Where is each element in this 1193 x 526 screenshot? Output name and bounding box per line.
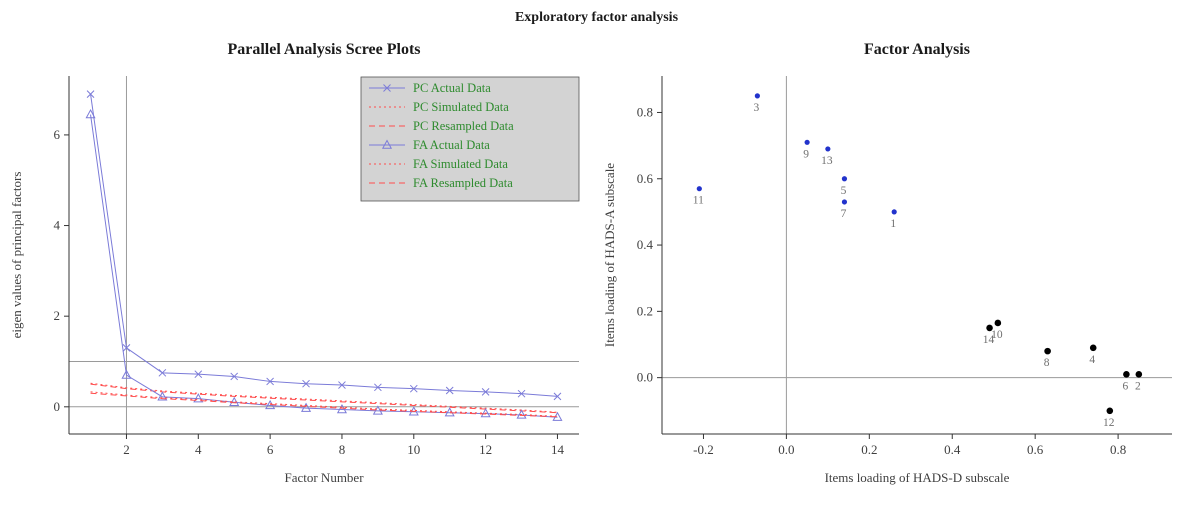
svg-text:0.6: 0.6: [1027, 442, 1044, 457]
svg-text:0.6: 0.6: [637, 171, 654, 186]
svg-text:7: 7: [840, 208, 846, 220]
svg-text:2: 2: [1135, 380, 1141, 392]
svg-text:14: 14: [551, 442, 565, 457]
svg-text:9: 9: [803, 148, 809, 160]
svg-text:4: 4: [195, 442, 202, 457]
svg-text:4: 4: [54, 218, 61, 233]
svg-text:0.2: 0.2: [637, 303, 653, 318]
svg-text:eigen values of principal fact: eigen values of principal factors: [9, 172, 24, 339]
svg-text:2: 2: [54, 308, 61, 323]
svg-text:FA Resampled Data: FA Resampled Data: [413, 176, 513, 190]
svg-text:11: 11: [693, 195, 704, 207]
svg-text:10: 10: [408, 442, 421, 457]
scree-plot-panel: 2 4 6 8 10 12 14 0 2 4 6 Parallel Analysis Scree Pl…: [4, 30, 597, 498]
svg-text:3: 3: [753, 102, 759, 114]
svg-text:6: 6: [54, 127, 61, 142]
svg-text:0.8: 0.8: [637, 104, 653, 119]
svg-text:8: 8: [1043, 357, 1049, 369]
svg-text:0.4: 0.4: [944, 442, 961, 457]
svg-text:6: 6: [1122, 380, 1128, 392]
svg-text:Parallel Analysis Scree Plots: Parallel Analysis Scree Plots: [228, 41, 421, 58]
scree-plot-chart: 2 4 6 8 10 12 14 0 2 4 6 Parallel Analysis Scree Pl…: [9, 41, 580, 485]
svg-text:12: 12: [1103, 417, 1115, 429]
svg-text:PC Simulated Data: PC Simulated Data: [413, 100, 509, 114]
svg-text:FA Simulated Data: FA Simulated Data: [413, 157, 508, 171]
svg-text:4: 4: [1089, 354, 1095, 366]
svg-text:10: 10: [991, 329, 1003, 341]
svg-text:0.4: 0.4: [637, 237, 654, 252]
svg-text:PC Resampled Data: PC Resampled Data: [413, 119, 514, 133]
svg-text:8: 8: [339, 442, 346, 457]
svg-text:0: 0: [54, 399, 61, 414]
svg-text:0.2: 0.2: [861, 442, 877, 457]
svg-text:1: 1: [890, 218, 896, 230]
svg-text:6: 6: [267, 442, 274, 457]
factor-analysis-chart: -0.2 0.0 0.2 0.4 0.6 0.8 0.0 0.2 0.4 0.6 0.8 Factor…: [602, 41, 1172, 485]
svg-text:0.0: 0.0: [637, 370, 653, 385]
svg-text:FA Actual Data: FA Actual Data: [413, 138, 490, 152]
svg-text:0.8: 0.8: [1110, 442, 1126, 457]
svg-text:Factor Number: Factor Number: [285, 470, 365, 485]
factor-analysis-panel: -0.2 0.0 0.2 0.4 0.6 0.8 0.0 0.2 0.4 0.6 0.8 Factor…: [597, 30, 1190, 498]
svg-text:12: 12: [479, 442, 492, 457]
svg-text:Items loading of HADS-A subsca: Items loading of HADS-A subscale: [602, 163, 617, 347]
svg-text:PC Actual Data: PC Actual Data: [413, 81, 491, 95]
svg-text:0.0: 0.0: [778, 442, 794, 457]
page-title: Exploratory factor analysis: [514, 10, 679, 25]
charts-row: 2 4 6 8 10 12 14 0 2 4 6 Parallel Analysis Scree Pl…: [0, 30, 1193, 498]
svg-text:13: 13: [821, 155, 833, 167]
svg-text:2: 2: [123, 442, 129, 457]
svg-text:Factor Analysis: Factor Analysis: [864, 41, 970, 58]
svg-text:5: 5: [840, 185, 846, 197]
svg-text:Items loading of HADS-D subsca: Items loading of HADS-D subscale: [824, 470, 1009, 485]
svg-text:14: 14: [983, 334, 995, 346]
svg-text:-0.2: -0.2: [693, 442, 714, 457]
